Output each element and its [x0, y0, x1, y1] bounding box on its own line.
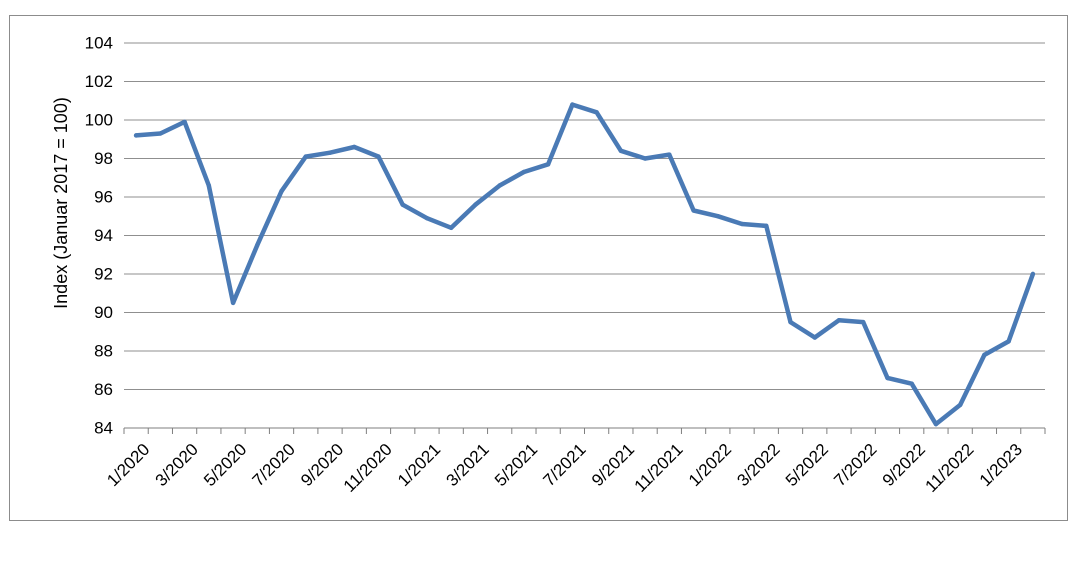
data-point [327, 150, 333, 155]
x-tick-label: 1/2023 [976, 440, 1026, 490]
data-point [303, 154, 308, 159]
data-point [836, 318, 842, 323]
x-tick-label: 7/2021 [539, 440, 589, 490]
data-point [642, 156, 648, 161]
x-tick-label: 3/2022 [733, 440, 783, 490]
data-point [1006, 339, 1011, 344]
series-line [133, 102, 1036, 427]
x-tick-label: 5/2021 [491, 440, 541, 490]
data-point [957, 402, 963, 408]
y-tick-label: 100 [85, 111, 113, 130]
y-tick-label: 98 [94, 149, 113, 168]
y-tick-label: 92 [94, 265, 113, 284]
x-tick-label: 5/2020 [200, 440, 250, 490]
x-axis-tick-labels: 1/20203/20205/20207/20209/202011/20201/2… [103, 440, 1026, 496]
data-point [400, 202, 405, 207]
x-tick-label: 3/2020 [152, 440, 202, 490]
y-tick-label: 104 [85, 34, 113, 53]
y-tick-label: 94 [94, 226, 113, 245]
data-point [739, 221, 745, 227]
x-tick-label: 1/2020 [103, 440, 153, 490]
data-point [133, 133, 139, 138]
data-point [594, 110, 599, 115]
y-tick-label: 86 [94, 380, 113, 399]
x-tick-label: 7/2022 [830, 440, 880, 490]
data-point [352, 144, 357, 150]
data-point [158, 131, 163, 136]
y-tick-label: 84 [94, 419, 113, 438]
x-tick-label: 11/2021 [631, 440, 687, 496]
data-point [424, 215, 430, 221]
y-axis-tick-labels: 84 86 88 90 92 94 96 98 100 102 104 [85, 34, 113, 438]
data-point [255, 242, 260, 248]
data-point [230, 300, 236, 306]
data-point [570, 102, 575, 107]
data-point [715, 214, 721, 219]
x-tick-label: 1/2022 [685, 440, 735, 490]
y-tick-label: 96 [94, 188, 113, 207]
data-point [448, 225, 454, 230]
data-point [182, 119, 187, 125]
data-point [618, 148, 624, 153]
x-axis [123, 428, 1046, 434]
data-point [206, 183, 212, 188]
x-tick-label: 11/2022 [921, 440, 977, 496]
data-point [521, 169, 527, 175]
data-point [691, 208, 696, 213]
series-layer [133, 102, 1036, 427]
y-tick-label: 102 [85, 72, 113, 91]
data-point [1030, 271, 1036, 277]
y-tick-label: 90 [94, 303, 113, 322]
data-point [545, 162, 551, 167]
data-point [667, 152, 672, 157]
y-axis-title: Index (Januar 2017 = 100) [51, 97, 71, 309]
data-point [812, 335, 817, 340]
data-point [909, 381, 914, 386]
x-tick-label: 5/2022 [782, 440, 832, 490]
data-point [933, 421, 939, 427]
y-tick-label: 88 [94, 342, 113, 361]
x-tick-label: 3/2021 [443, 440, 493, 490]
chart-frame: 84 86 88 90 92 94 96 98 100 102 104 1/2020 3/2020 5/… [9, 15, 1068, 521]
x-tick-label: 1/2021 [394, 440, 444, 490]
data-point [376, 154, 381, 159]
x-tick-label: 11/2020 [340, 440, 396, 496]
data-point [497, 183, 502, 188]
data-point [982, 352, 987, 358]
data-point [279, 189, 284, 194]
x-tick-label: 7/2020 [249, 440, 299, 490]
data-point [764, 223, 769, 229]
data-point [788, 319, 793, 325]
data-point [861, 319, 866, 325]
data-point [885, 375, 890, 381]
data-point [473, 202, 478, 207]
